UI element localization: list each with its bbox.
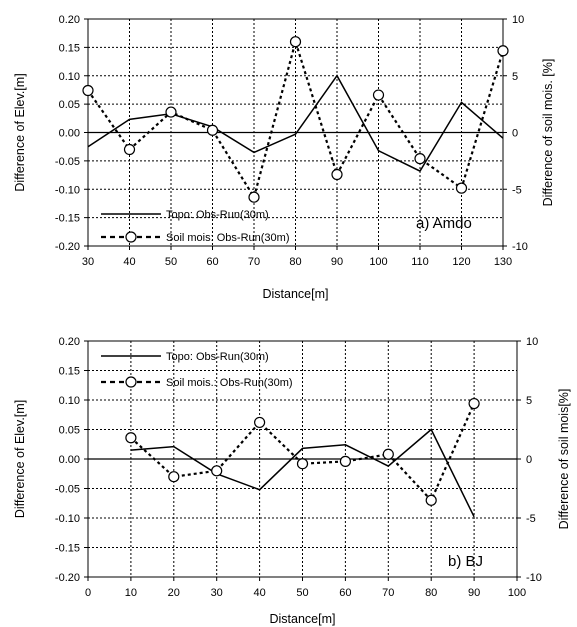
chart-panel-1: 30 40 50 60 70 80 90 100 110 120 1300.200.150.100.… (13, 14, 555, 301)
x-tick-label: 70 (248, 256, 260, 268)
y2-axis-title: Difference of soil mois. [%] (541, 59, 555, 207)
y-tick-label: -0.15 (55, 543, 80, 555)
series-topo (130, 428, 475, 518)
y-axis-title: Difference of Elev.[m] (13, 73, 27, 191)
soil-moisture-point (468, 397, 480, 410)
legend-marker-soil-moisture (125, 231, 137, 243)
soil-moisture-point (425, 494, 437, 506)
x-tick-label: 120 (452, 256, 470, 268)
soil-moisture-point (296, 458, 309, 470)
x-tick-label: 90 (468, 587, 480, 599)
gridlines (88, 19, 503, 246)
x-tick-label: 80 (289, 256, 301, 268)
y2-tick-label: 5 (526, 395, 532, 407)
y-tick-label: -0.10 (55, 513, 80, 525)
x-tick-label: 100 (508, 587, 526, 599)
soil-moisture-point (289, 36, 302, 48)
x-tick-label: 50 (165, 256, 177, 268)
x-axis-title: Distance[m] (263, 287, 329, 301)
soil-moisture-point (339, 455, 351, 467)
soil-moisture-point (414, 153, 426, 165)
soil-moisture-point (455, 182, 468, 194)
y2-tick-label: 0 (512, 128, 518, 140)
series-topo (87, 74, 504, 173)
legend-label-soil-moisture: Soil mois: Obs-Run(30m) (166, 232, 289, 244)
gridlines (88, 341, 517, 577)
x-tick-label: 20 (168, 587, 180, 599)
x-tick-label: 70 (382, 587, 394, 599)
x-tick-label: 60 (339, 587, 351, 599)
y2-tick-label: 10 (526, 336, 538, 348)
y-tick-label: -0.20 (55, 572, 80, 584)
soil-moisture-point (254, 416, 266, 429)
topo-line (130, 428, 475, 518)
x-tick-label: 110 (411, 256, 429, 268)
y-tick-label: -0.10 (55, 184, 80, 196)
soil-moisture-point (123, 143, 136, 156)
x-tick-label: 100 (369, 256, 387, 268)
soil-moisture-line (130, 403, 476, 503)
legend: Topo: Obs-Run(30m) Soil mois: Obs-Run(30m… (101, 209, 289, 244)
x-tick-label: 90 (331, 256, 343, 268)
y-tick-label: -0.05 (55, 484, 80, 496)
y-tick-label: 0.15 (59, 42, 80, 54)
x-tick-label: 50 (296, 587, 308, 599)
y2-axis-title: Difference of soil mois[%] (557, 389, 571, 530)
panel-label: a) Amdo (416, 215, 472, 232)
soil-moisture-point (372, 89, 385, 101)
soil-moisture-point (382, 448, 394, 460)
y-tick-label: 0.05 (59, 425, 80, 437)
panel-label: b) BJ (448, 553, 483, 570)
legend-marker-soil-moisture (125, 376, 137, 388)
soil-moisture-point (82, 84, 94, 97)
series-soil-moisture (82, 36, 509, 203)
x-tick-label: 0 (85, 587, 91, 599)
y2-tick-label: -5 (512, 184, 522, 196)
y2-tick-label: -10 (526, 572, 542, 584)
y-tick-label: 0.10 (59, 395, 80, 407)
soil-moisture-point (331, 168, 343, 181)
soil-moisture-point (211, 465, 223, 477)
soil-moisture-line (87, 37, 505, 200)
soil-moisture-point (248, 191, 260, 203)
soil-moisture-point (125, 432, 137, 444)
x-tick-label: 80 (425, 587, 437, 599)
y-tick-label: 0.20 (59, 14, 80, 26)
soil-moisture-point (165, 106, 177, 118)
y-tick-label: 0.05 (59, 99, 80, 111)
y2-tick-label: -10 (512, 241, 528, 253)
legend-label-soil-moisture: Soil mois.: Obs-Run(30m) (166, 377, 293, 389)
y-tick-label: -0.20 (55, 241, 80, 253)
y2-tick-label: 10 (512, 14, 524, 26)
x-tick-label: 10 (125, 587, 137, 599)
y-tick-label: 0.15 (59, 366, 80, 378)
y2-tick-label: 0 (526, 454, 532, 466)
chart-panel-2: 0 10 20 30 40 50 60 70 80 90 1000.200.150.100.050.… (13, 336, 571, 626)
x-tick-label: 130 (494, 256, 512, 268)
x-tick-label: 30 (82, 256, 94, 268)
y-tick-label: 0.20 (59, 336, 80, 348)
x-tick-label: 40 (123, 256, 135, 268)
y-tick-label: -0.15 (55, 213, 80, 225)
y2-tick-label: -5 (526, 513, 536, 525)
y2-tick-label: 5 (512, 71, 518, 83)
y-tick-label: 0.00 (59, 128, 80, 140)
y-tick-label: 0.00 (59, 454, 80, 466)
soil-moisture-point (168, 471, 180, 483)
legend-label-topo: Topo: Obs-Run(30m) (166, 209, 269, 221)
legend-label-topo: Topo: Obs-Run(30m) (166, 351, 269, 363)
x-tick-label: 40 (253, 587, 265, 599)
y-axis-title: Difference of Elev.[m] (13, 400, 27, 518)
soil-moisture-point (206, 124, 219, 136)
y-tick-label: -0.05 (55, 156, 80, 168)
x-tick-label: 60 (206, 256, 218, 268)
soil-moisture-point (497, 45, 509, 57)
topo-line (87, 74, 504, 173)
legend: Topo: Obs-Run(30m) Soil mois.: Obs-Run(30… (101, 351, 293, 389)
x-tick-label: 30 (211, 587, 223, 599)
y-tick-label: 0.10 (59, 71, 80, 83)
series-soil-moisture (125, 397, 480, 506)
x-axis-title: Distance[m] (270, 612, 336, 626)
